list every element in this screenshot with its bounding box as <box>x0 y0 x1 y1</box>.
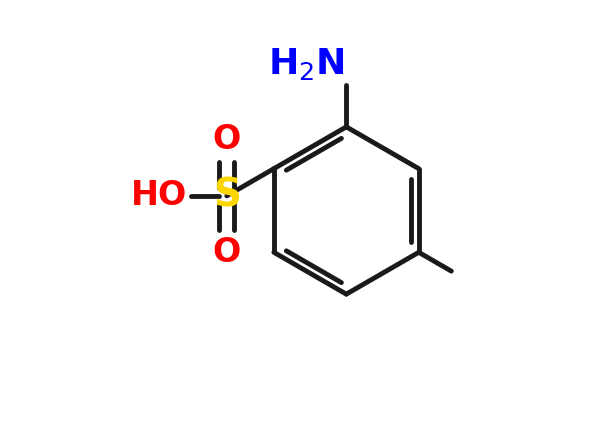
Text: O: O <box>213 236 241 269</box>
Text: O: O <box>213 123 241 156</box>
Text: H$_2$N: H$_2$N <box>267 46 344 82</box>
Text: S: S <box>213 177 241 215</box>
Text: HO: HO <box>131 179 187 212</box>
